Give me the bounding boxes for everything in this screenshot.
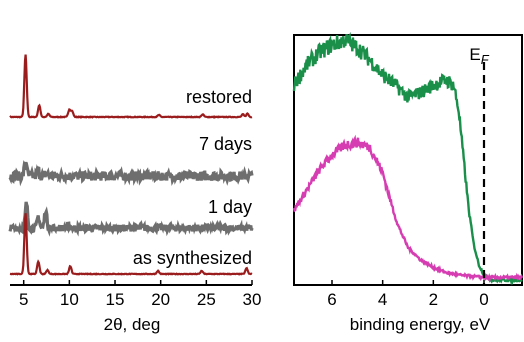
x-tick-label: 5 bbox=[19, 290, 28, 309]
xrd-trace bbox=[9, 213, 253, 276]
x-tick-label: 20 bbox=[151, 290, 170, 309]
x-tick-label: 4 bbox=[378, 290, 387, 309]
x-tick-label: 30 bbox=[243, 290, 262, 309]
x-axis-label: binding energy, eV bbox=[350, 315, 491, 334]
fermi-label-subscript: F bbox=[481, 52, 490, 67]
xrd-panel: restored 7 days 1 day as synthesized 5 10 15 20… bbox=[8, 54, 262, 334]
xrd-trace bbox=[8, 201, 254, 237]
xrd-trace bbox=[8, 160, 254, 187]
xrd-trace bbox=[9, 54, 253, 119]
ups-panel: EF 6 4 2 0 binding energy, eV bbox=[292, 31, 524, 334]
x-tick-label: 2 bbox=[429, 290, 438, 309]
x-tick-label: 25 bbox=[197, 290, 216, 309]
x-axis-label: 2θ, deg bbox=[104, 315, 161, 334]
series-label: as synthesized bbox=[133, 248, 252, 268]
x-tick-label: 15 bbox=[106, 290, 125, 309]
fermi-label-main: E bbox=[469, 45, 480, 64]
x-tick-label: 6 bbox=[327, 290, 336, 309]
plot-frame bbox=[293, 34, 523, 286]
series-label: restored bbox=[186, 87, 252, 107]
x-tick-label: 10 bbox=[60, 290, 79, 309]
series-label: 1 day bbox=[208, 197, 252, 217]
ups-trace bbox=[292, 134, 524, 284]
fermi-label: EF bbox=[469, 45, 489, 67]
series-label: 7 days bbox=[199, 134, 252, 154]
x-tick-label: 0 bbox=[479, 290, 488, 309]
